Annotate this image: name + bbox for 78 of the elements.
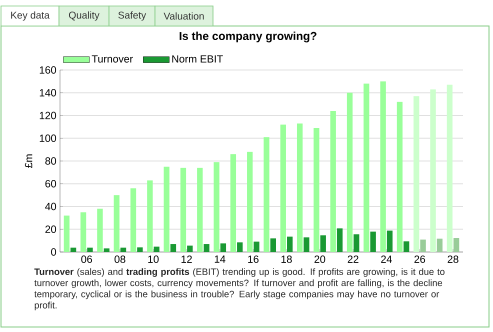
text: Quality (68, 11, 100, 21)
y-tick-label: 40 (45, 202, 56, 210)
bar (130, 188, 136, 252)
x-tick-label: 06 (81, 256, 92, 263)
bar (64, 216, 70, 252)
bar (247, 152, 253, 252)
x-tick-label: 14 (214, 256, 226, 263)
text: Safety (118, 11, 146, 21)
legend-label: Turnover (92, 55, 133, 63)
x-tick-label: 24 (381, 256, 392, 263)
bar (87, 248, 93, 252)
bar (254, 242, 260, 252)
bar (120, 248, 126, 252)
y-tick-label: 0 (51, 248, 56, 256)
text: Key data (11, 11, 50, 21)
bar (154, 246, 160, 252)
bar (170, 244, 176, 252)
bar (187, 246, 193, 252)
bar (230, 154, 236, 252)
bar (114, 195, 120, 252)
bar (386, 230, 393, 252)
bar (270, 238, 276, 252)
y-axis-title: £m (24, 154, 32, 168)
x-tick-label: 16 (248, 256, 259, 263)
bar (286, 236, 293, 252)
y-tick-label: 140 (40, 89, 56, 96)
bar (264, 137, 270, 252)
bar (336, 228, 343, 252)
y-tick-label: 120 (40, 112, 56, 120)
bar (396, 102, 403, 252)
y-tick-label: 160 (40, 66, 56, 74)
bar (454, 238, 460, 252)
x-tick-label: 10 (148, 256, 159, 263)
x-tick-label: 22 (348, 256, 358, 263)
bar (137, 247, 143, 252)
y-tick-label: 80 (45, 157, 56, 165)
bar (180, 168, 186, 252)
y-tick-label: 20 (45, 226, 56, 233)
bar (320, 235, 326, 252)
bar (237, 242, 243, 252)
bar (197, 168, 203, 252)
bar (446, 84, 453, 252)
bar (220, 243, 226, 252)
bar (420, 240, 426, 252)
bar (414, 96, 420, 252)
x-tick-label: 08 (114, 256, 126, 263)
chart-title: Is the company growing? (180, 32, 316, 42)
bar (164, 166, 170, 252)
bar (214, 162, 220, 252)
bar (380, 81, 386, 252)
bar (104, 248, 110, 252)
bar (404, 241, 410, 252)
bar (280, 124, 286, 252)
bar (370, 232, 376, 252)
bar (436, 238, 443, 252)
text: Valuation (164, 12, 204, 20)
legend-label: Norm EBIT (172, 55, 223, 63)
bar (296, 123, 303, 252)
bar (364, 84, 370, 252)
bar (304, 237, 310, 252)
x-tick-label: 26 (414, 256, 426, 263)
y-tick-label: 60 (45, 180, 56, 188)
x-tick-label: 28 (448, 256, 458, 263)
bar (204, 244, 210, 252)
x-tick-label: 18 (281, 256, 292, 263)
bar (430, 89, 436, 252)
x-tick-label: 20 (314, 256, 326, 263)
bar (147, 180, 153, 252)
bar (314, 128, 320, 252)
bar (80, 212, 86, 252)
bar (330, 110, 336, 252)
y-tick-label: 100 (40, 134, 56, 142)
text: Turnover (sales) and trading profits (EBIT) trending up is good. If profits are growing, is it due to turnover growth, lower costs, currency movements? If turnover and profit are falling, is the decline temporary, cyclical or is the business in trouble? Early stage companies may have no turnover or profit. (34, 268, 445, 310)
bar (97, 208, 103, 252)
bar (346, 92, 353, 252)
x-tick-label: 12 (182, 256, 192, 263)
bar (70, 248, 76, 252)
bar (354, 234, 360, 252)
